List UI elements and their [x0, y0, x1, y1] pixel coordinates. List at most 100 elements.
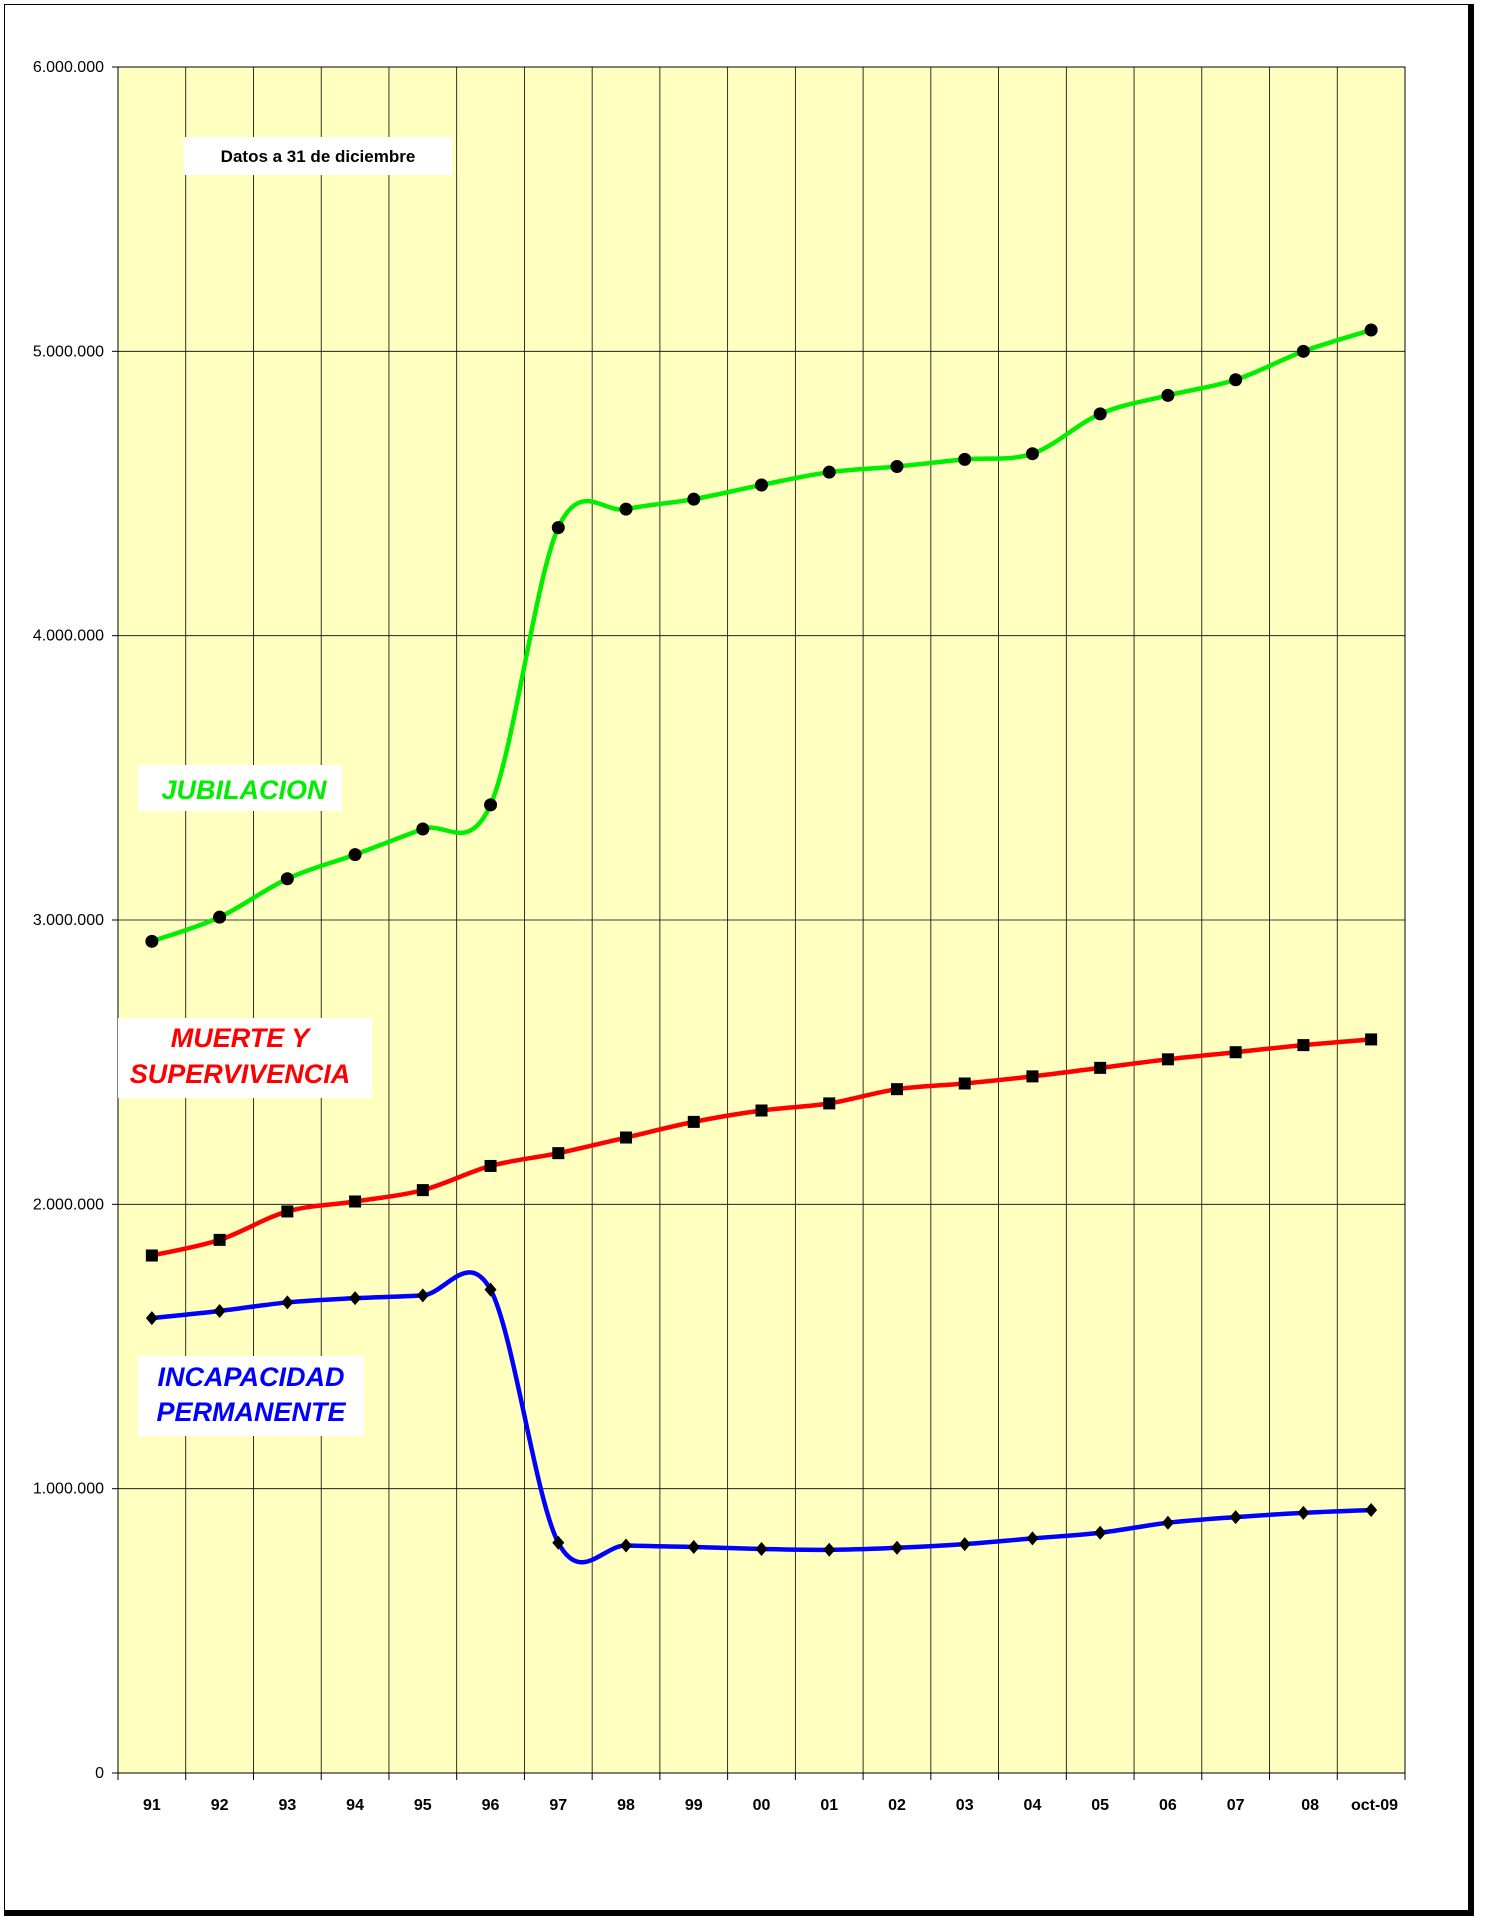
- data-point: [552, 1535, 565, 1550]
- y-tick-label: 4.000.000: [33, 628, 104, 645]
- x-tick-label: 94: [346, 1797, 364, 1814]
- data-point: [213, 1303, 226, 1318]
- label-background: [138, 765, 342, 811]
- y-tick-label: 1.000.000: [33, 1481, 104, 1498]
- x-tick-label: 97: [549, 1797, 567, 1814]
- data-point: [484, 1159, 497, 1172]
- data-point: [1026, 1531, 1039, 1546]
- y-tick-label: 3.000.000: [33, 912, 104, 929]
- data-point: [349, 1291, 362, 1306]
- data-point: [213, 1233, 226, 1246]
- label-background: [118, 1018, 372, 1098]
- data-point: [348, 848, 362, 862]
- data-point: [619, 502, 633, 516]
- series-label-line: SUPERVIVENCIA: [130, 1059, 351, 1089]
- series-line: [151, 1270, 1372, 1565]
- y-tick-label: 2.000.000: [33, 1196, 104, 1213]
- series-line: [151, 327, 1372, 944]
- data-point: [1161, 1053, 1174, 1066]
- data-point: [1229, 1046, 1242, 1059]
- data-point: [1297, 1505, 1310, 1520]
- data-point: [1094, 1525, 1107, 1540]
- x-tick-label: 91: [143, 1797, 161, 1814]
- series-label-muerte-y-supervivencia: MUERTE Y SUPERVIVENCIA: [118, 1018, 372, 1098]
- data-point: [145, 1311, 158, 1326]
- data-point: [213, 910, 227, 924]
- data-point: [1094, 1061, 1107, 1074]
- data-point: [822, 465, 836, 479]
- data-point: [823, 1097, 836, 1110]
- data-point: [416, 822, 430, 836]
- x-tick-label: 99: [685, 1797, 703, 1814]
- data-point: [687, 1539, 700, 1554]
- x-tick-label: 98: [617, 1797, 635, 1814]
- data-point: [823, 1542, 836, 1557]
- series-incapacidad-permanente: [145, 1270, 1378, 1565]
- data-point: [1161, 388, 1175, 402]
- series-label-incapacidad-permanente: INCAPACIDAD PERMANENTE: [138, 1356, 364, 1436]
- x-tick-label: 96: [482, 1797, 500, 1814]
- data-point: [416, 1184, 429, 1197]
- y-tick-label: 6.000.000: [33, 59, 104, 76]
- data-point: [484, 1282, 497, 1297]
- data-point: [958, 1077, 971, 1090]
- series-label-line: PERMANENTE: [156, 1397, 346, 1427]
- data-point: [890, 1083, 903, 1096]
- x-tick-label: 05: [1091, 1797, 1109, 1814]
- data-point: [281, 1295, 294, 1310]
- x-tick-label: 93: [278, 1797, 296, 1814]
- data-point: [1025, 447, 1039, 461]
- data-point: [620, 1538, 633, 1553]
- x-tick-label: 95: [414, 1797, 432, 1814]
- data-point: [755, 1104, 768, 1117]
- data-point: [755, 1541, 768, 1556]
- data-point: [552, 1147, 565, 1160]
- data-point: [958, 452, 972, 466]
- data-point: [145, 1249, 158, 1262]
- data-point: [1093, 407, 1107, 421]
- note-text: Datos a 31 de diciembre: [221, 147, 416, 166]
- data-point: [145, 934, 159, 948]
- data-point: [1229, 1510, 1242, 1525]
- note-background: [184, 137, 452, 175]
- x-tick-label: 04: [1024, 1797, 1042, 1814]
- data-point: [1026, 1070, 1039, 1083]
- x-tick-label: 03: [956, 1797, 974, 1814]
- data-point: [890, 459, 904, 473]
- x-tick-label: 92: [211, 1797, 229, 1814]
- data-point: [1229, 373, 1243, 387]
- series-label-line: JUBILACION: [161, 775, 327, 805]
- data-point: [280, 872, 294, 886]
- x-tick-label: 06: [1159, 1797, 1177, 1814]
- y-tick-label: 5.000.000: [33, 343, 104, 360]
- note-box: Datos a 31 de diciembre: [184, 137, 452, 175]
- data-point: [349, 1195, 362, 1208]
- data-point: [620, 1131, 633, 1144]
- data-point: [1296, 344, 1310, 358]
- series-label-jubilacion: JUBILACION: [138, 765, 342, 811]
- data-point: [416, 1288, 429, 1303]
- series-jubilacion: [145, 323, 1378, 948]
- data-point: [1297, 1039, 1310, 1052]
- data-point: [551, 521, 565, 535]
- data-point: [1161, 1515, 1174, 1530]
- series-label-line: INCAPACIDAD: [158, 1362, 345, 1392]
- x-tick-label: 08: [1301, 1797, 1319, 1814]
- x-tick-label: 02: [888, 1797, 906, 1814]
- data-point: [687, 1115, 700, 1128]
- x-tick-label: 00: [753, 1797, 771, 1814]
- data-point: [1365, 1502, 1378, 1517]
- data-point: [687, 492, 701, 506]
- x-tick-label: 01: [820, 1797, 838, 1814]
- data-point: [755, 478, 768, 492]
- data-point: [484, 798, 498, 812]
- x-tick-label: 07: [1227, 1797, 1245, 1814]
- data-point: [958, 1537, 971, 1552]
- series-muerte-y-supervivencia: [145, 1033, 1378, 1262]
- label-background: [138, 1356, 364, 1436]
- y-tick-label: 0: [95, 1765, 104, 1782]
- data-point: [281, 1205, 294, 1218]
- data-point: [890, 1540, 903, 1555]
- data-point: [1364, 323, 1378, 337]
